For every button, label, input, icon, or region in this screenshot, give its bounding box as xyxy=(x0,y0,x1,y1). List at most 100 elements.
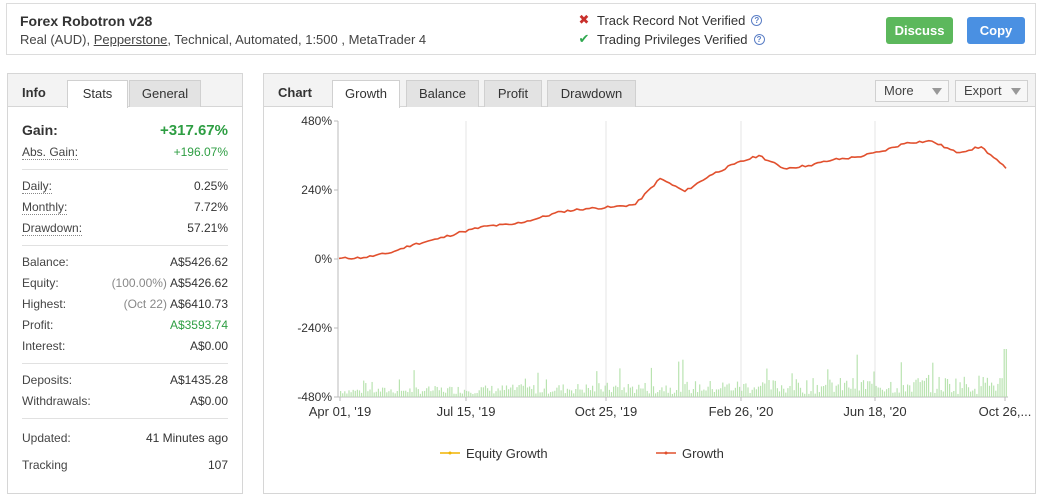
volume-bar xyxy=(533,385,535,397)
balance-label: Balance: xyxy=(22,255,69,269)
legend-equity-growth[interactable]: Equity Growth xyxy=(466,446,548,461)
volume-bar xyxy=(617,387,619,397)
abs-gain-label[interactable]: Abs. Gain: xyxy=(22,145,79,160)
volume-bar xyxy=(766,368,768,397)
growth-chart[interactable]: 480% 240% 0% -240% -480%Apr 01, '19 Jul 15, '… xyxy=(264,107,1035,493)
volume-bar xyxy=(854,388,856,397)
highest-value: A$6410.73 xyxy=(169,297,228,311)
volume-bar xyxy=(455,393,457,397)
system-subtitle: Real (AUD), Pepperstone, Technical, Auto… xyxy=(20,32,426,47)
volume-bar xyxy=(566,388,568,397)
volume-bar xyxy=(741,390,743,397)
tab-general[interactable]: General xyxy=(129,80,201,107)
volume-bar xyxy=(390,389,392,397)
volume-bar xyxy=(697,392,699,397)
help-icon[interactable]: ? xyxy=(751,14,763,26)
volume-bar xyxy=(946,378,949,397)
updated-label: Updated: xyxy=(22,431,71,445)
volume-bar xyxy=(396,391,398,397)
volume-bar xyxy=(984,382,986,397)
volume-bar xyxy=(812,378,814,397)
volume-bar xyxy=(999,378,1001,397)
tab-drawdown[interactable]: Drawdown xyxy=(547,80,636,107)
volume-bar xyxy=(497,388,499,397)
volume-bar xyxy=(995,390,997,397)
tab-stats[interactable]: Stats xyxy=(67,80,128,108)
drawdown-row: Drawdown: 57.21% xyxy=(22,218,228,239)
tab-profit[interactable]: Profit xyxy=(484,80,542,107)
volume-bar xyxy=(682,359,684,397)
volume-bar xyxy=(734,387,736,397)
volume-bar xyxy=(993,385,995,397)
export-dropdown[interactable]: Export xyxy=(955,80,1028,102)
volume-bar xyxy=(917,378,919,397)
volume-bar xyxy=(476,393,478,397)
volume-bar xyxy=(871,383,873,397)
volume-bar xyxy=(522,385,524,397)
volume-bar xyxy=(837,384,839,397)
volume-bar xyxy=(644,382,646,397)
volume-bar xyxy=(850,388,852,397)
monthly-label[interactable]: Monthly: xyxy=(22,200,68,215)
legend-growth[interactable]: Growth xyxy=(682,446,724,461)
volume-bar xyxy=(663,391,665,397)
volume-bar xyxy=(934,392,936,397)
drawdown-label[interactable]: Drawdown: xyxy=(22,221,83,236)
volume-bar xyxy=(411,391,413,397)
volume-bar xyxy=(652,386,655,397)
volume-bar xyxy=(930,392,932,397)
volume-bar xyxy=(976,393,978,397)
volume-bar xyxy=(865,388,867,397)
volume-bar xyxy=(707,386,709,397)
volume-bar xyxy=(613,386,615,397)
volume-bar xyxy=(997,383,999,397)
volume-bar xyxy=(787,388,789,397)
volume-bar xyxy=(384,387,386,397)
volume-bar xyxy=(568,389,571,397)
interest-label: Interest: xyxy=(22,339,66,353)
tab-balance[interactable]: Balance xyxy=(406,80,479,107)
volume-bar xyxy=(967,387,970,397)
volume-bar xyxy=(757,386,760,397)
volume-bar xyxy=(921,380,923,397)
balance-row: Balance: A$5426.62 xyxy=(22,252,228,273)
y-tick-label: 0% xyxy=(315,252,333,266)
y-tick-label: 480% xyxy=(301,114,332,128)
volume-bar xyxy=(434,386,436,397)
volume-bar xyxy=(631,386,634,397)
volume-bar xyxy=(713,392,715,397)
volume-bar xyxy=(583,392,585,397)
volume-bar xyxy=(648,393,650,397)
volume-bar xyxy=(839,378,841,397)
volume-bar xyxy=(526,387,529,397)
volume-bar xyxy=(365,383,367,397)
volume-bar xyxy=(699,384,701,397)
more-dropdown[interactable]: More xyxy=(875,80,949,102)
x-tick-label: Jun 18, '20 xyxy=(843,404,906,419)
volume-bar xyxy=(774,380,776,397)
discuss-button[interactable]: Discuss xyxy=(886,17,953,44)
daily-label[interactable]: Daily: xyxy=(22,179,53,194)
volume-bar xyxy=(388,391,390,397)
copy-button[interactable]: Copy xyxy=(967,17,1025,44)
divider xyxy=(22,245,228,246)
volume-bar xyxy=(579,389,581,397)
abs-gain-row: Abs. Gain: +196.07% xyxy=(22,142,228,163)
volume-bar xyxy=(646,390,648,397)
volume-bar xyxy=(487,388,489,397)
help-icon[interactable]: ? xyxy=(753,33,765,45)
volume-bar xyxy=(405,390,407,397)
tab-growth[interactable]: Growth xyxy=(332,80,400,108)
volume-bar xyxy=(892,392,894,397)
volume-bar xyxy=(1003,349,1005,397)
volume-bar xyxy=(400,390,403,397)
volume-bar xyxy=(539,392,541,397)
volume-bar xyxy=(915,379,917,397)
profit-value: A$3593.74 xyxy=(169,318,228,332)
x-tick-label: Oct 26,... xyxy=(979,404,1032,419)
volume-bar xyxy=(518,385,520,397)
broker-link[interactable]: Pepperstone xyxy=(93,32,168,47)
y-tick-label: -480% xyxy=(297,390,332,404)
volume-bar xyxy=(940,390,942,397)
volume-bar xyxy=(392,392,394,397)
